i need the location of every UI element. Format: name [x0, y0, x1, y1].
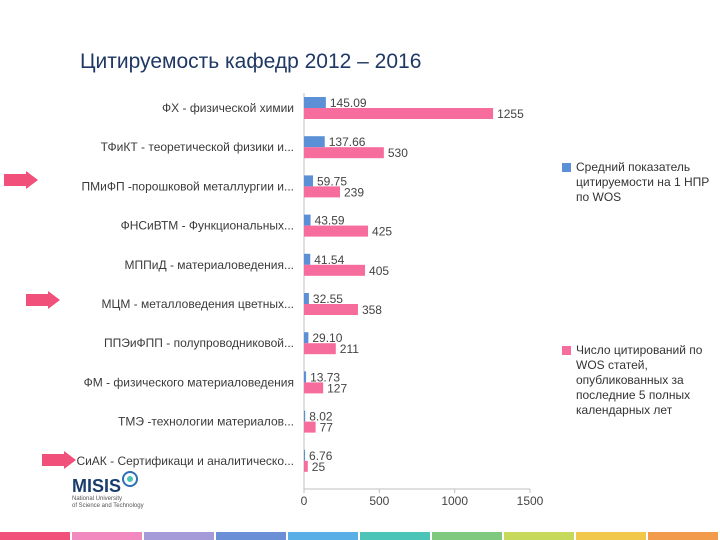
legend-series2: Число цитирований по WOS статей, опублик… — [562, 343, 712, 418]
misis-logo: MISIS National University of Science and… — [72, 471, 144, 509]
arrow-icon — [42, 451, 76, 469]
bar-series1 — [304, 175, 314, 187]
x-tick-label: 1500 — [517, 494, 544, 508]
data-label-series2: 239 — [344, 185, 364, 199]
x-tick-label: 500 — [369, 494, 389, 508]
data-label-series2: 405 — [369, 264, 389, 278]
category-label: ФХ - физической химии — [162, 101, 294, 115]
bar-series1 — [304, 293, 309, 304]
footer-strip-segment — [216, 532, 286, 540]
bar-series1 — [304, 214, 311, 226]
data-label-series2: 1255 — [497, 107, 524, 121]
bar-series1 — [304, 253, 311, 265]
data-label-series1: 13.73 — [310, 370, 340, 384]
legend-label-series1: Средний показатель цитируемости на 1 НПР… — [576, 160, 710, 204]
footer-strip-segment — [288, 532, 358, 540]
x-tick-label: 1000 — [441, 494, 468, 508]
svg-text:National University: National University — [72, 496, 122, 502]
footer-strip-segment — [0, 532, 70, 540]
data-label-series1: 32.55 — [313, 292, 343, 306]
data-label-series2: 425 — [372, 225, 392, 239]
svg-text:of Science and Technology: of Science and Technology — [72, 503, 144, 509]
data-label-series2: 25 — [312, 460, 326, 474]
footer-strip-segment — [432, 532, 502, 540]
data-label-series1: 43.59 — [315, 214, 345, 228]
bar-series2 — [304, 147, 384, 159]
bar-series1 — [304, 410, 306, 422]
category-label: ТМЭ -технологии материалов... — [118, 415, 294, 429]
data-label-series2: 77 — [320, 421, 334, 435]
legend-series1: Средний показатель цитируемости на 1 НПР… — [562, 160, 712, 205]
category-label: МППиД - материаловедения... — [125, 258, 294, 272]
legend-swatch-series1 — [562, 163, 571, 172]
category-label: ППЭиФПП - полупроводниковой... — [104, 336, 294, 350]
data-label-series1: 137.66 — [329, 135, 366, 149]
data-label-series1: 6.76 — [309, 449, 333, 463]
category-label: ФМ - физического материаловедения — [84, 375, 294, 389]
data-label-series1: 59.75 — [317, 174, 347, 188]
bar-series2 — [304, 343, 336, 355]
bar-series2 — [304, 225, 369, 237]
category-label: ТФиКТ - теоретической физики и... — [101, 140, 294, 154]
category-label: ФНСиВТМ - Функциональных... — [121, 219, 294, 233]
data-label-series1: 145.09 — [330, 96, 367, 110]
bar-series2 — [304, 186, 341, 198]
data-label-series1: 29.10 — [312, 331, 342, 345]
legend-swatch-series2 — [562, 346, 571, 355]
data-label-series1: 41.54 — [314, 253, 344, 267]
footer-strip-segment — [648, 532, 718, 540]
data-label-series2: 530 — [388, 146, 408, 160]
data-label-series2: 358 — [362, 303, 382, 317]
bar-series1 — [304, 332, 309, 344]
bar-series1 — [304, 371, 307, 383]
category-label: МЦМ - металловедения цветных... — [101, 297, 294, 311]
footer-strip-segment — [576, 532, 646, 540]
arrow-icon — [4, 171, 38, 189]
category-label: СиАК - Сертификаци и аналитическо... — [76, 454, 294, 468]
data-label-series2: 211 — [340, 342, 359, 356]
footer-strip-segment — [72, 532, 142, 540]
bar-series2 — [304, 264, 366, 276]
category-label: ПМиФП -порошковой металлургии и... — [82, 179, 294, 193]
footer-strip-segment — [504, 532, 574, 540]
arrow-icon — [26, 291, 60, 309]
bar-series2 — [304, 108, 494, 119]
bar-series2 — [304, 421, 316, 433]
bar-series2 — [304, 382, 324, 394]
x-tick-label: 0 — [301, 494, 308, 508]
bar-series1 — [304, 449, 306, 461]
bar-series2 — [304, 460, 308, 472]
data-label-series2: 127 — [327, 381, 347, 395]
footer-strip-segment — [144, 532, 214, 540]
bar-series1 — [304, 136, 325, 148]
chart-title: Цитируемость кафедр 2012 – 2016 — [80, 50, 422, 73]
data-label-series1: 8.02 — [309, 410, 333, 424]
footer-strip-segment — [360, 532, 430, 540]
svg-text:MISIS: MISIS — [72, 476, 121, 496]
legend-label-series2: Число цитирований по WOS статей, опублик… — [576, 343, 703, 417]
bar-series1 — [304, 97, 326, 108]
bar-series2 — [304, 304, 358, 315]
